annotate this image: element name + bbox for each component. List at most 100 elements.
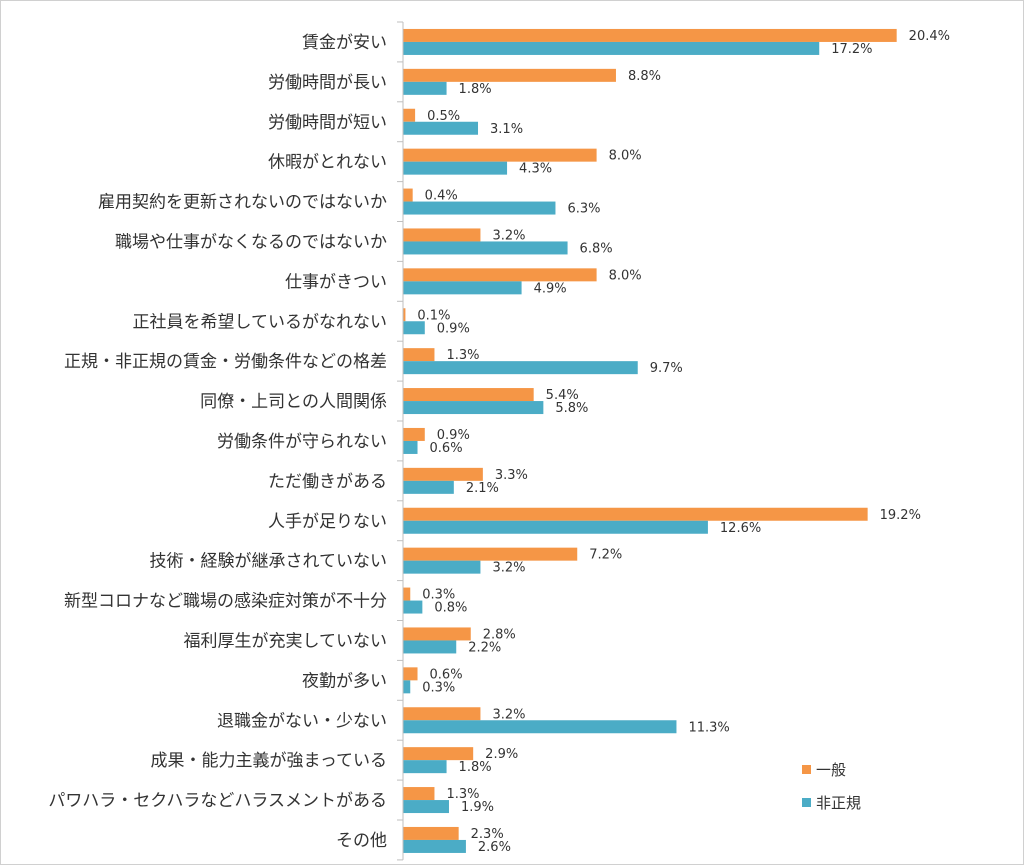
bar-nonregular [403,640,457,654]
category-label: その他 [336,831,387,851]
category-label: 同僚・上司との人間関係 [200,392,387,412]
legend-label: 一般 [816,761,846,779]
data-label: 3.2% [492,707,525,722]
category-label: 夜勤が多い [302,671,387,691]
data-label: 4.9% [534,281,567,296]
bar-nonregular [403,680,411,694]
data-label: 5.8% [555,401,588,416]
data-label: 0.6% [430,667,463,682]
data-label: 5.4% [546,388,579,403]
bar-general [403,427,425,441]
bar-general [403,28,897,42]
data-label: 0.3% [422,680,455,695]
bar-nonregular [403,401,544,415]
category-label: 正規・非正規の賃金・労働条件などの格差 [64,352,387,372]
bar-general [403,787,435,801]
data-label: 2.6% [478,840,511,855]
data-label: 3.2% [492,228,525,243]
bar-general [403,826,459,840]
data-label: 11.3% [688,720,729,735]
category-label: 職場や仕事がなくなるのではないか [115,232,387,252]
bar-nonregular [403,520,708,534]
data-label: 12.6% [720,521,761,536]
bar-nonregular [403,201,556,215]
data-label: 9.7% [650,361,683,376]
data-label: 2.3% [471,827,504,842]
category-label: パワハラ・セクハラなどハラスメントがある [48,791,387,811]
bar-nonregular [403,760,447,774]
data-label: 6.8% [580,241,613,256]
data-label: 7.2% [589,548,622,563]
bar-general [403,747,474,761]
bar-general [403,507,868,521]
data-label: 2.1% [466,481,499,496]
bar-general [403,667,418,681]
data-label: 0.1% [417,308,450,323]
data-label: 1.9% [461,800,494,815]
bar-general [403,228,481,242]
category-label: 新型コロナなど職場の感染症対策が不十分 [64,592,387,612]
data-label: 1.8% [459,760,492,775]
category-label: 福利厚生が充実していない [184,631,388,651]
category-label: ただ働きがある [268,472,387,492]
data-label: 1.3% [446,787,479,802]
data-label: 6.3% [567,202,600,217]
bar-nonregular [403,41,820,55]
bar-general [403,268,597,282]
bar-nonregular [403,440,418,454]
data-label: 2.8% [483,627,516,642]
bar-nonregular [403,321,425,335]
category-label: 賃金が安い [302,33,387,53]
category-label: 人手が足りない [268,512,387,532]
data-label: 0.8% [434,601,467,616]
data-label: 8.0% [609,149,642,164]
category-label: 労働時間が長い [268,73,387,93]
data-label: 0.9% [437,428,470,443]
bar-general [403,707,481,721]
data-label: 3.3% [495,468,528,483]
category-label: 雇用契約を更新されないのではないか [98,193,387,213]
bar-nonregular [403,600,423,614]
bar-nonregular [403,81,447,95]
data-label: 3.1% [490,122,523,137]
bar-general [403,587,411,601]
category-label: 成果・能力主義が強まっている [151,751,387,771]
bar-nonregular [403,800,449,814]
data-label: 1.3% [446,348,479,363]
data-label: 0.4% [425,189,458,204]
bar-general [403,108,416,122]
bar-general [403,308,406,322]
axis-layer [397,21,404,861]
legend-swatch [802,765,811,774]
bar-nonregular [403,241,568,255]
data-label: 0.3% [422,588,455,603]
bar-nonregular [403,720,677,734]
legend-label: 非正規 [816,794,861,812]
bar-nonregular [403,839,466,853]
labels-layer: 賃金が安い 20.4% 17.2% 労働時間が長い 8.8% 1.8% 労働時間が短い 0.5… [48,29,950,855]
data-label: 8.0% [609,268,642,283]
data-label: 20.4% [909,29,950,44]
data-label: 2.9% [485,747,518,762]
bar-general [403,188,413,202]
category-label: 休暇がとれない [268,153,387,173]
bars-layer [403,28,897,853]
data-label: 2.2% [468,640,501,655]
category-label: 労働時間が短い [268,113,387,133]
data-label: 0.5% [427,109,460,124]
data-label: 0.9% [437,321,470,336]
data-label: 0.6% [430,441,463,456]
bar-general [403,68,616,82]
bar-general [403,467,483,481]
bar-general [403,388,534,402]
data-label: 8.8% [628,69,661,84]
category-label: 技術・経験が継承されていない [150,552,388,572]
category-label: 労働条件が守られない [217,432,387,452]
bar-nonregular [403,121,479,135]
bar-nonregular [403,161,508,175]
data-label: 3.2% [492,561,525,576]
bar-general [403,348,435,362]
category-label: 退職金がない・少ない [217,711,387,731]
